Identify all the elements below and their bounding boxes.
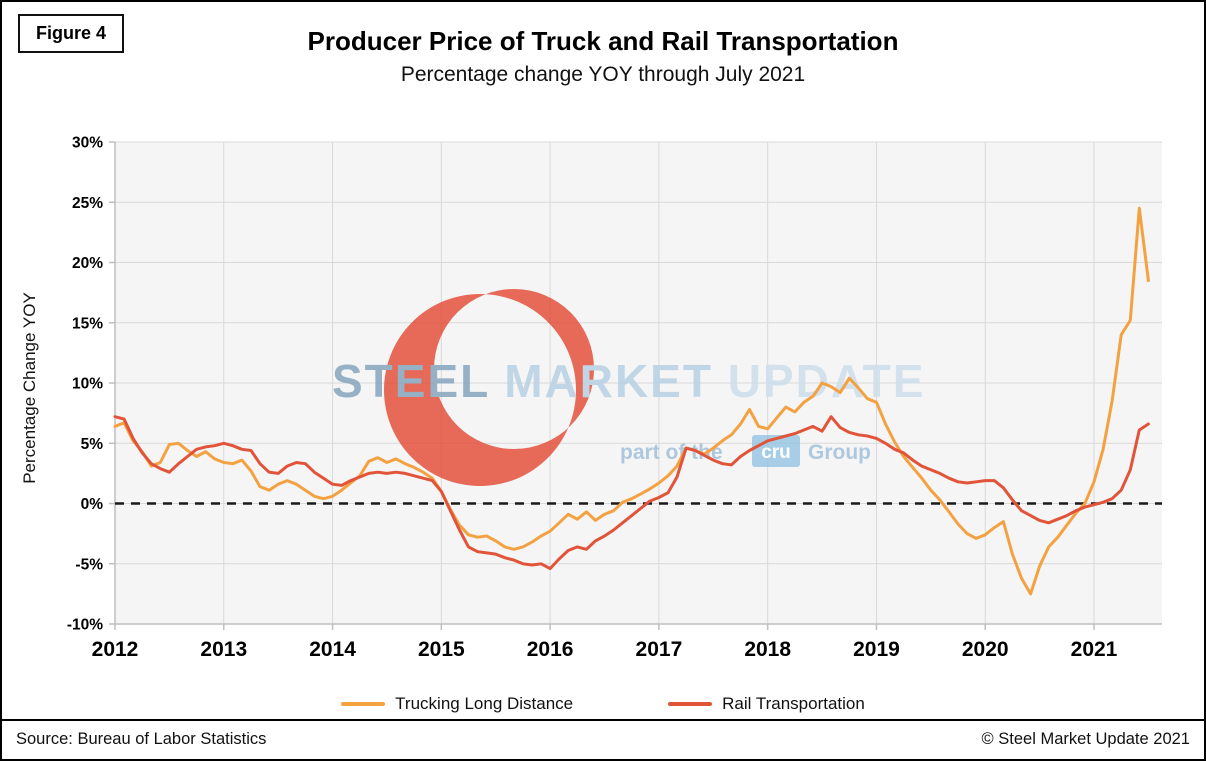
source-text: Source: Bureau of Labor Statistics [16,730,267,748]
x-tick-label: 2016 [527,638,574,661]
legend: Trucking Long Distance Rail Transportati… [2,694,1204,714]
y-tick-label: 20% [72,255,103,272]
watermark-tagline-suffix: Group [808,441,871,464]
footer: Source: Bureau of Labor Statistics © Ste… [2,719,1204,759]
chart: STEEL MARKET UPDATE part of the cru Group 30… [67,135,1162,661]
legend-item-trucking: Trucking Long Distance [341,694,573,714]
x-tick-label: 2019 [853,638,900,661]
x-tick-label: 2012 [92,638,139,661]
chart-subtitle: Percentage change YOY through July 2021 [400,63,806,86]
rail-line-swatch [668,702,713,706]
y-tick-labels: 30% 25% 20% 15% 10% 5% 0% -5% -10% [67,135,103,634]
x-tick-label: 2017 [636,638,683,661]
trucking-line-swatch [341,702,386,706]
legend-label-trucking: Trucking Long Distance [395,694,574,713]
y-tick-label: -10% [67,617,103,634]
x-tick-label: 2020 [962,638,1009,661]
y-tick-label: 30% [72,135,103,152]
watermark-crescent-icon [384,289,594,486]
y-tick-label: -5% [75,556,103,573]
watermark-wordmark: STEEL MARKET UPDATE [332,355,925,407]
x-tick-label: 2013 [200,638,247,661]
y-tick-label: 0% [81,496,104,513]
legend-item-rail: Rail Transportation [668,694,865,714]
x-tick-label: 2015 [418,638,465,661]
figure-label: Figure 4 [36,23,107,43]
y-tick-label: 5% [81,436,104,453]
x-tick-label: 2021 [1071,638,1118,661]
x-tick-label: 2014 [309,638,356,661]
y-tick-label: 25% [72,195,103,212]
watermark: STEEL MARKET UPDATE part of the cru Group [332,289,925,486]
x-tick-labels: 2012 2013 2014 2015 2016 2017 2018 2019 2020 2021 [92,638,1118,661]
series-line-rail [113,415,1150,571]
gridlines [114,141,1162,625]
title-block: Producer Price of Truck and Rail Transpo… [2,26,1204,87]
series-line-trucking [113,206,1150,596]
watermark-tagline-prefix: part of the [620,441,723,464]
axes [109,141,1162,630]
watermark-cru-text: cru [761,442,791,463]
y-tick-label: 15% [72,315,103,332]
figure-badge: Figure 4 [18,14,125,53]
legend-label-rail: Rail Transportation [722,694,865,713]
x-tick-label: 2018 [744,638,791,661]
chart-title: Producer Price of Truck and Rail Transpo… [307,26,899,56]
y-tick-label: 10% [72,376,103,393]
copyright-text: © Steel Market Update 2021 [981,730,1190,748]
